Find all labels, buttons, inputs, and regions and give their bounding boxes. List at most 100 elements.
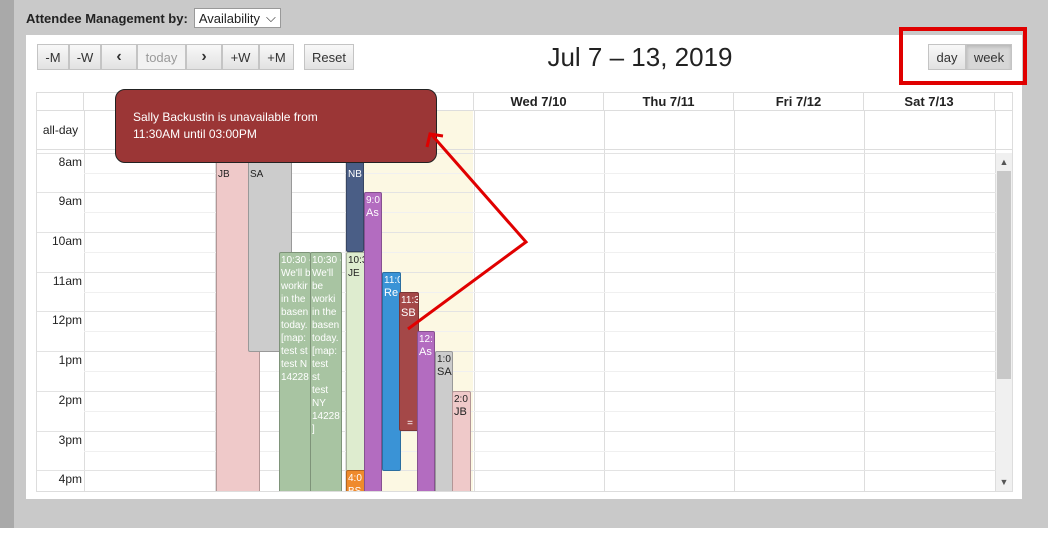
half-hour-line: [84, 292, 997, 293]
hour-line: [37, 232, 997, 233]
attendee-management-select[interactable]: Availability ⌵: [193, 8, 281, 28]
event-title: As: [366, 207, 379, 219]
event-line: 14228: [281, 372, 309, 383]
time-label-4pm: 4pm: [58, 472, 82, 486]
half-hour-line: [84, 371, 997, 372]
calendar-event[interactable]: 2:0 JB: [452, 391, 471, 491]
grid-vline: [734, 110, 735, 491]
scroll-down-icon[interactable]: ▼: [999, 477, 1009, 487]
event-time: 10:30 -: [312, 255, 342, 266]
time-label-9am: 9am: [58, 194, 82, 208]
calendar-event[interactable]: 9:0 As: [364, 192, 382, 491]
event-line: We'll b: [281, 268, 311, 279]
event-line: in the: [281, 294, 306, 305]
calendar-event[interactable]: 1:0 SA: [435, 351, 453, 491]
event-title: SB: [401, 307, 416, 319]
tooltip-line-2: 11:30AM until 03:00PM: [133, 127, 257, 141]
event-line: test st: [281, 346, 308, 357]
time-label-12pm: 12pm: [51, 313, 82, 327]
event-line: [map:: [281, 333, 307, 344]
next-button[interactable]: ›: [186, 44, 222, 70]
event-time: 10:30 -: [281, 255, 311, 266]
event-time: 9:0: [366, 195, 380, 206]
time-label-8am: 8am: [58, 155, 82, 169]
event-title: BS: [348, 486, 362, 492]
calendar-title: Jul 7 – 13, 2019: [547, 42, 733, 72]
event-title: SA: [250, 169, 264, 180]
column-header-sat: Sat 7/13: [864, 93, 995, 110]
hour-line: [37, 192, 997, 193]
attendee-management-label: Attendee Management by:: [26, 10, 188, 26]
event-line: basen: [281, 307, 309, 318]
next-week-button[interactable]: +W: [222, 44, 259, 70]
event-time: 4:0: [348, 473, 362, 484]
today-button[interactable]: today: [137, 44, 186, 70]
event-title: JE: [348, 268, 360, 279]
time-label-3pm: 3pm: [58, 433, 82, 447]
scrollbar-thumb[interactable]: [997, 171, 1011, 379]
prev-week-button[interactable]: -W: [69, 44, 101, 70]
calendar-event[interactable]: 10:3 JE: [346, 252, 366, 472]
vertical-scrollbar[interactable]: ▲ ▼: [996, 153, 1012, 491]
chevron-left-icon: ‹: [116, 48, 122, 65]
event-title: As: [419, 346, 432, 358]
event-line: in the: [312, 307, 337, 318]
resize-handle[interactable]: =: [407, 418, 413, 429]
grid-vline: [995, 110, 996, 491]
reset-button[interactable]: Reset: [304, 44, 354, 70]
hour-line: [37, 272, 997, 273]
hour-line: [37, 431, 997, 432]
event-line: workir: [281, 281, 308, 292]
column-header-tue: [345, 93, 474, 110]
event-time: 2:0: [454, 394, 468, 405]
left-edge: [0, 0, 14, 543]
bottom-strip: [0, 528, 1048, 543]
annotation-highlight-box: [899, 27, 1027, 85]
time-label-10am: 10am: [51, 234, 82, 248]
time-label-11am: 11am: [52, 274, 82, 288]
half-hour-line: [84, 212, 997, 213]
scroll-up-icon[interactable]: ▲: [999, 157, 1009, 167]
event-line: today.: [312, 333, 339, 344]
attendee-management-bar: Attendee Management by: Availability ⌵: [26, 7, 281, 29]
calendar-event[interactable]: NB: [346, 153, 364, 252]
event-title: Re: [384, 287, 399, 299]
calendar-event-sally-backustin[interactable]: 11:3 SB =: [399, 292, 419, 431]
calendar-event[interactable]: 4:0 BS: [346, 470, 366, 492]
grid-vline: [215, 110, 216, 491]
prev-button[interactable]: ‹: [101, 44, 137, 70]
column-header-fri: Fri 7/12: [734, 93, 864, 110]
event-line: test: [312, 385, 329, 396]
grid-vline: [474, 110, 475, 491]
column-header-wed: Wed 7/10: [474, 93, 604, 110]
event-line: worki: [312, 294, 336, 305]
event-title: NB: [348, 169, 362, 180]
event-line: NY: [312, 398, 326, 409]
time-label-2pm: 2pm: [58, 393, 82, 407]
half-hour-line: [84, 411, 997, 412]
hour-line: [37, 391, 997, 392]
hour-line: [37, 311, 997, 312]
event-line: test N: [281, 359, 308, 370]
event-time: 11:0: [384, 275, 401, 286]
calendar-event[interactable]: 12: As: [417, 331, 435, 491]
next-month-button[interactable]: +M: [259, 44, 294, 70]
column-header-thu: Thu 7/11: [604, 93, 734, 110]
week-view-button[interactable]: week: [966, 44, 1012, 70]
event-line: 14228: [312, 411, 340, 422]
prev-month-button[interactable]: -M: [37, 44, 69, 70]
half-hour-line: [84, 173, 997, 174]
event-title: SA: [437, 366, 452, 378]
event-line: today.: [281, 320, 308, 331]
event-line: ]: [312, 424, 315, 435]
event-line: be: [312, 281, 324, 292]
grid-vline: [84, 110, 85, 491]
calendar-event[interactable]: 10:30 - We'll be worki in the basen toda…: [310, 252, 342, 491]
event-line: st: [312, 372, 320, 383]
grid-vline: [604, 110, 605, 491]
calendar-event[interactable]: 10:30 - We'll b workir in the basen toda…: [279, 252, 311, 491]
hour-line: [37, 351, 997, 352]
event-line: basen: [312, 320, 340, 331]
event-title: JB: [218, 169, 230, 180]
day-view-button[interactable]: day: [928, 44, 966, 70]
